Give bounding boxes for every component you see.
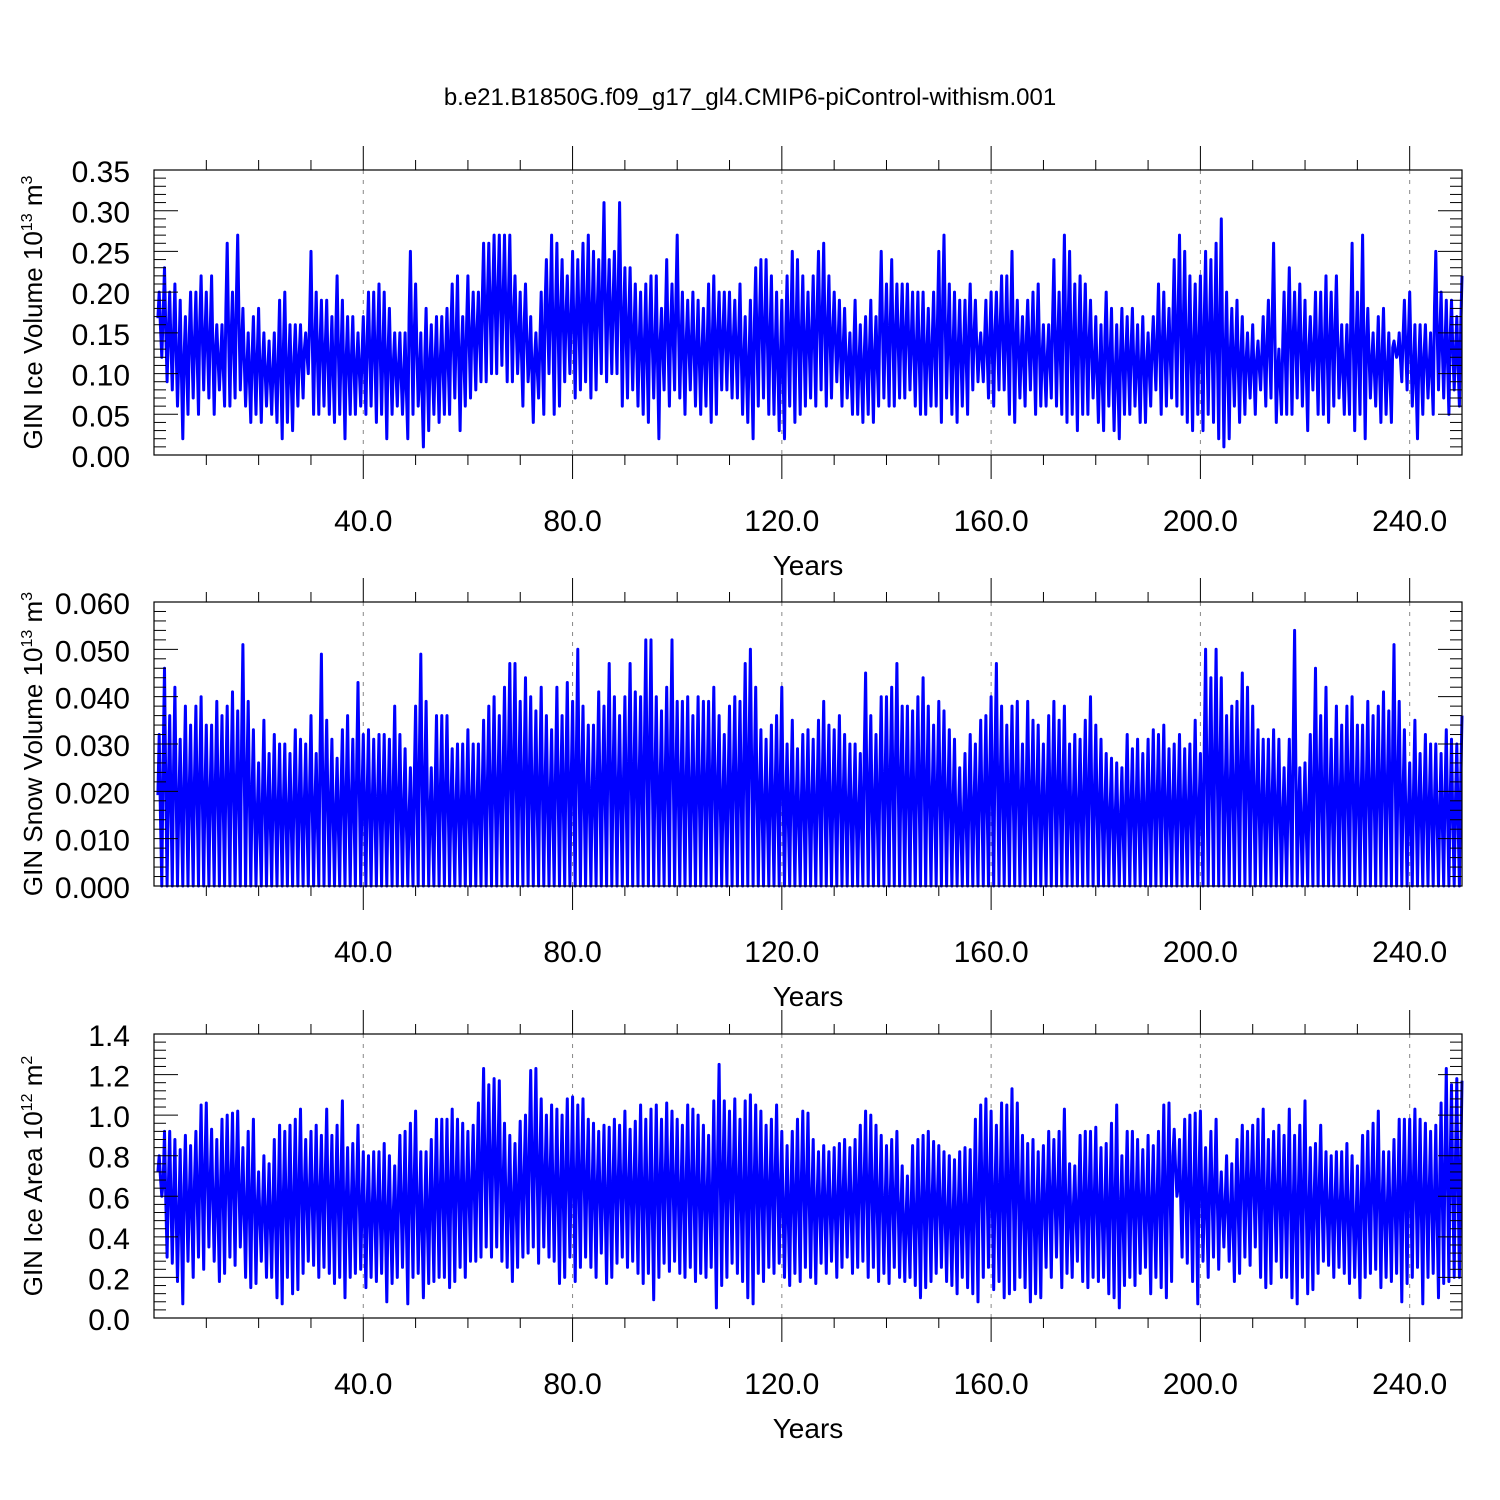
plot-frame <box>153 1033 1463 1319</box>
x-tick-label: 40.0 <box>334 505 392 538</box>
x-tick-label: 240.0 <box>1372 505 1447 538</box>
y-tick-label: 0.30 <box>72 197 130 230</box>
y-tick-label: 0.060 <box>55 588 130 621</box>
x-axis-title: Years <box>773 981 844 1012</box>
y-tick-label: 1.4 <box>88 1020 130 1053</box>
x-tick-label: 120.0 <box>744 1368 819 1401</box>
y-tick-label: 0.030 <box>55 730 130 763</box>
y-axis-title: GIN Ice Area 1012 m2 <box>18 1056 48 1297</box>
x-tick-label: 200.0 <box>1163 1368 1238 1401</box>
y-tick-label: 0.35 <box>72 156 130 189</box>
panel-1: 0.00 0.05 0.10 0.15 0.20 0.25 0.30 0.35 40.0 80.0… <box>18 146 1464 581</box>
x-tick-label: 80.0 <box>543 936 601 969</box>
y-tick-label: 0.050 <box>55 635 130 668</box>
y-tick-label: 1.0 <box>88 1101 130 1134</box>
plot-frame <box>153 169 1463 456</box>
y-tick-label: 0.010 <box>55 825 130 858</box>
y-tick-label: 0.040 <box>55 683 130 716</box>
x-tick-label: 40.0 <box>334 1368 392 1401</box>
x-tick-label: 80.0 <box>543 1368 601 1401</box>
x-tick-label: 120.0 <box>744 505 819 538</box>
series-line <box>156 1062 1464 1310</box>
y-tick-label: 0.10 <box>72 360 130 393</box>
panel-2: 0.000 0.010 0.020 0.030 0.040 0.050 0.060 40.0 8… <box>18 578 1464 1012</box>
x-tick-label: 160.0 <box>954 1368 1029 1401</box>
x-tick-label: 160.0 <box>954 936 1029 969</box>
x-tick-label: 40.0 <box>334 936 392 969</box>
y-tick-label: 0.20 <box>72 278 130 311</box>
panel-3: 0.0 0.2 0.4 0.6 0.8 1.0 1.2 1.4 40.0 80.0 120.0 160… <box>18 1010 1464 1444</box>
y-axis-title: GIN Ice Volume 1013 m3 <box>18 175 48 449</box>
y-tick-label: 0.2 <box>88 1263 130 1296</box>
y-axis-title: GIN Snow Volume 1013 m3 <box>18 592 48 896</box>
x-tick-label: 240.0 <box>1372 1368 1447 1401</box>
series-line <box>156 201 1464 449</box>
y-tick-label: 1.2 <box>88 1061 130 1094</box>
x-tick-label: 80.0 <box>543 505 601 538</box>
x-tick-label: 200.0 <box>1163 505 1238 538</box>
x-tick-label: 160.0 <box>954 505 1029 538</box>
y-tick-label: 0.000 <box>55 872 130 905</box>
y-tick-label: 0.020 <box>55 777 130 810</box>
x-axis-title: Years <box>773 1413 844 1444</box>
chart-title: b.e21.B1850G.f09_g17_gl4.CMIP6-piControl… <box>444 84 1056 111</box>
x-tick-label: 240.0 <box>1372 936 1447 969</box>
y-tick-label: 0.25 <box>72 237 130 270</box>
panels: 0.00 0.05 0.10 0.15 0.20 0.25 0.30 0.35 40.0 80.0… <box>18 146 1464 1444</box>
y-tick-label: 0.6 <box>88 1182 130 1215</box>
y-tick-label: 0.0 <box>88 1304 130 1337</box>
x-tick-label: 120.0 <box>744 936 819 969</box>
y-tick-label: 0.00 <box>72 441 130 474</box>
x-tick-label: 200.0 <box>1163 936 1238 969</box>
y-tick-label: 0.15 <box>72 319 130 352</box>
y-tick-label: 0.8 <box>88 1142 130 1175</box>
series-line <box>156 628 1464 888</box>
y-tick-label: 0.4 <box>88 1223 130 1256</box>
x-axis-title: Years <box>773 550 844 581</box>
y-tick-label: 0.05 <box>72 400 130 433</box>
